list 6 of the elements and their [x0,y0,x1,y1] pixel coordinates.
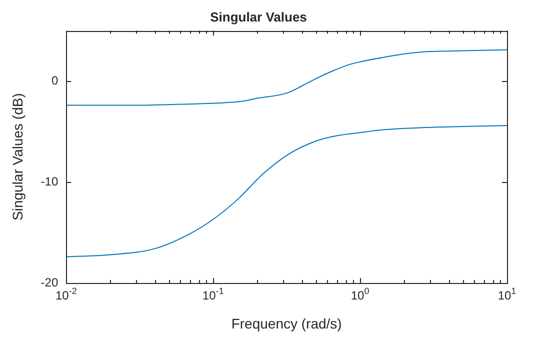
y-tick-label: -10 [40,174,58,188]
y-tick-label: -20 [40,275,58,290]
y-tick-label: 0 [51,73,58,88]
y-axis-title: Singular Values (dB) [9,93,26,220]
x-axis-title: Frequency (rad/s) [231,315,342,332]
chart-title: Singular Values [210,9,307,24]
